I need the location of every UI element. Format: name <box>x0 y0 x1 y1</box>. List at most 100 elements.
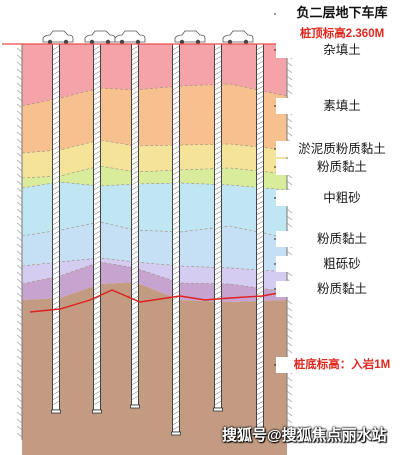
pile <box>92 43 102 414</box>
pile-hatch <box>52 130 60 136</box>
pile-hatch <box>131 220 139 226</box>
pile-hatch <box>172 160 180 166</box>
piles <box>51 43 265 436</box>
pile-hatch <box>172 400 180 406</box>
pile-hatch <box>93 80 101 86</box>
car <box>222 30 254 45</box>
pile-hatch <box>52 380 60 386</box>
pile-hatch <box>214 110 222 116</box>
pile-hatch <box>131 185 139 191</box>
hatch-tick <box>16 397 23 403</box>
hatch-tick <box>286 180 293 186</box>
pile-hatch <box>172 345 180 351</box>
pile-hatch <box>52 120 60 126</box>
pile-hatch <box>256 190 264 196</box>
pile-hatch <box>172 200 180 206</box>
pile-hatch <box>93 280 101 286</box>
pile-hatch <box>172 125 180 131</box>
pile-hatch <box>131 75 139 81</box>
car-wheel <box>47 39 53 45</box>
hatch-tick <box>16 117 23 123</box>
pile-hatch <box>52 225 60 231</box>
car <box>84 30 116 45</box>
pile-hatch <box>93 115 101 121</box>
pile-hatch <box>172 165 180 171</box>
pile-hatch <box>93 150 101 156</box>
pile-hatch <box>172 75 180 81</box>
pile-hatch <box>131 285 139 291</box>
pile-hatch <box>256 125 264 131</box>
pile-hatch <box>52 160 60 166</box>
pile-hatch <box>256 180 264 186</box>
pile-hatch <box>256 225 264 231</box>
pile-hatch <box>93 240 101 246</box>
pile-hatch <box>93 175 101 181</box>
pile-hatch <box>93 255 101 261</box>
pile-hatch <box>131 65 139 71</box>
pile-hatch <box>93 340 101 346</box>
pile-hatch <box>214 235 222 241</box>
pile-hatch <box>214 145 222 151</box>
hatch-tick <box>286 82 293 88</box>
pile-hatch <box>256 390 264 396</box>
pile-hatch <box>131 115 139 121</box>
pile-hatch <box>256 90 264 96</box>
pile-hatch <box>93 185 101 191</box>
pile-hatch <box>93 395 101 401</box>
hatch-tick <box>16 180 23 186</box>
pile-hatch <box>93 235 101 241</box>
pile-hatch <box>131 105 139 111</box>
pile-bottom-elevation: 桩底标高：入岩1M <box>276 357 408 373</box>
pile-hatch <box>172 275 180 281</box>
hatch-tick <box>16 110 23 116</box>
pile-hatch <box>93 350 101 356</box>
pile-hatch <box>52 340 60 346</box>
hatch-tick <box>16 299 23 305</box>
pile-hatch <box>214 200 222 206</box>
pile-hatch <box>52 50 60 56</box>
hatch-tick <box>16 313 23 319</box>
pile-hatch <box>172 330 180 336</box>
car <box>42 30 74 45</box>
pile-hatch <box>256 250 264 256</box>
pile-hatch <box>214 130 222 136</box>
pile-hatch <box>172 195 180 201</box>
layer-label-5: 中粗砂 <box>276 190 408 206</box>
pile-hatch <box>214 150 222 156</box>
pile-hatch <box>214 360 222 366</box>
pile-hatch <box>172 420 180 426</box>
pile-hatch <box>214 300 222 306</box>
pile-hatch <box>93 120 101 126</box>
pile-hatch <box>93 295 101 301</box>
pile-hatch <box>172 60 180 66</box>
pile-hatch <box>214 75 222 81</box>
hatch-tick <box>16 404 23 410</box>
pile-hatch <box>256 185 264 191</box>
hatch-tick <box>286 383 293 389</box>
pile-hatch <box>214 60 222 66</box>
pile-hatch <box>93 325 101 331</box>
pile-hatch <box>52 385 60 391</box>
pile-hatch <box>93 290 101 296</box>
pile-hatch <box>131 395 139 401</box>
hatch-tick <box>16 131 23 137</box>
pile-toe <box>51 409 61 414</box>
hatch-tick <box>16 89 23 95</box>
pile-hatch <box>214 90 222 96</box>
pile-hatch <box>52 65 60 71</box>
pile-hatch <box>52 205 60 211</box>
pile-hatch <box>131 305 139 311</box>
pile-hatch <box>214 225 222 231</box>
pile-hatch <box>256 375 264 381</box>
pile-hatch <box>52 185 60 191</box>
pile-hatch <box>172 285 180 291</box>
pile-hatch <box>256 295 264 301</box>
pile-hatch <box>172 380 180 386</box>
pile-hatch <box>52 240 60 246</box>
pile-hatch <box>214 375 222 381</box>
layer-label-7: 粗砾砂 <box>276 256 408 272</box>
pile-hatch <box>52 155 60 161</box>
pile-hatch <box>256 325 264 331</box>
pile-hatch <box>93 355 101 361</box>
hatch-tick <box>16 124 23 130</box>
